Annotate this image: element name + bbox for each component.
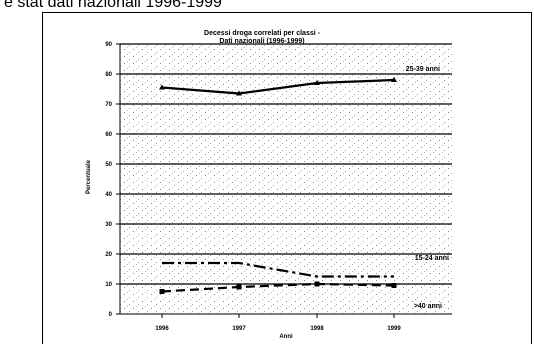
series-line — [162, 261, 394, 278]
data-point — [236, 90, 242, 96]
page-heading: e stat dati nazionali 1996-1999 — [4, 0, 222, 11]
line-chart: Decessi droga correlati per classi - Dat… — [86, 30, 452, 340]
data-point — [391, 283, 397, 288]
y-tick-label: 20 — [105, 252, 112, 258]
data-point — [314, 80, 320, 85]
series-label: 15-24 anni — [415, 255, 449, 262]
plot-area — [120, 44, 452, 314]
series-label: 25-39 anni — [406, 66, 440, 73]
y-tick-label: 70 — [105, 102, 112, 108]
data-point — [159, 289, 165, 294]
chart-title: Decessi droga correlati per classi - — [204, 30, 321, 37]
y-tick-label: 10 — [105, 282, 112, 288]
y-tick-label: 60 — [105, 132, 112, 138]
data-point — [159, 84, 165, 90]
y-axis-label: Percentuale — [86, 159, 92, 194]
data-point — [391, 77, 397, 82]
series-line — [161, 282, 395, 293]
x-axis-ticks: 1996 1997 1998 1999 — [155, 314, 401, 332]
data-point — [314, 281, 320, 287]
x-axis-label: Anni — [279, 334, 293, 340]
x-tick-label: 1997 — [232, 326, 246, 332]
data-series: 25-39 anni 15-24 anni >40 anni — [159, 66, 449, 310]
y-tick-label: 90 — [105, 42, 112, 48]
data-point — [236, 284, 242, 290]
y-tick-label: 50 — [105, 162, 112, 168]
x-tick-label: 1999 — [387, 326, 401, 332]
x-tick-label: 1998 — [310, 326, 324, 332]
chart-subtitle: Dati nazionali (1996-1999) — [219, 38, 304, 45]
y-tick-label: 0 — [109, 312, 113, 318]
y-tick-label: 40 — [105, 192, 112, 198]
y-axis-ticks: 0 10 20 30 40 50 60 70 80 90 — [105, 42, 120, 318]
grid-lines — [120, 43, 452, 285]
x-tick-label: 1996 — [155, 326, 169, 332]
series-label: >40 anni — [414, 303, 442, 310]
series-line — [161, 78, 395, 95]
y-tick-label: 30 — [105, 222, 112, 228]
y-tick-label: 80 — [105, 72, 112, 78]
